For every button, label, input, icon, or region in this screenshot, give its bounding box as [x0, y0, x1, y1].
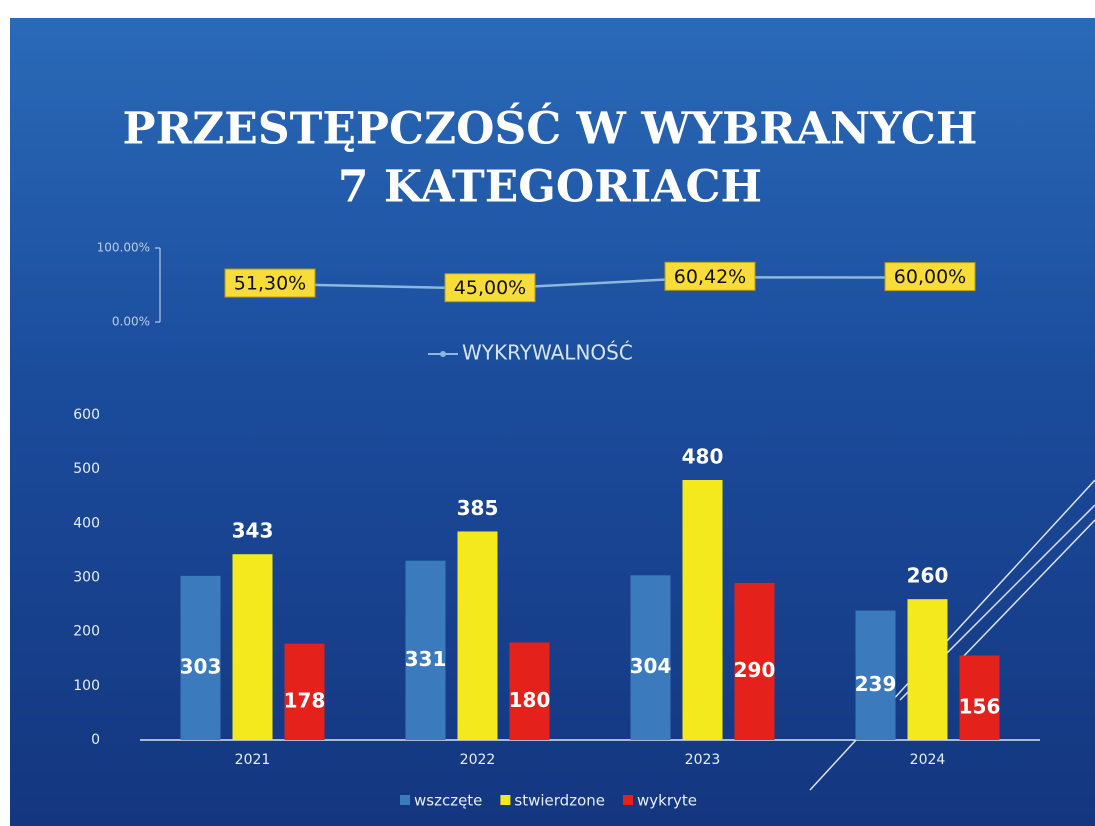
- title-line: 7 KATEGORIACH: [338, 162, 762, 213]
- line: [269, 276, 931, 290]
- bar: [907, 599, 948, 740]
- data-label: 290: [734, 658, 776, 682]
- data-label: 385: [457, 496, 499, 520]
- legend-label: wszczęte: [414, 792, 482, 810]
- bar: [457, 531, 498, 740]
- data-label-box: [884, 262, 976, 292]
- y-tick-label: 500: [73, 461, 100, 477]
- x-tick-label: 2023: [685, 752, 721, 768]
- bar: [682, 480, 723, 740]
- data-label: 178: [284, 688, 326, 712]
- data-label: 60,00%: [894, 266, 966, 288]
- data-label: 51,30%: [234, 273, 306, 295]
- y-tick-label: 200: [73, 624, 100, 640]
- bar: [509, 642, 550, 740]
- y-tick-label: 100: [73, 678, 100, 694]
- y-tick-label: 600: [73, 407, 100, 423]
- legend-swatch: [623, 795, 633, 805]
- bar: [959, 655, 1000, 740]
- bar: [855, 610, 896, 740]
- data-label: 343: [232, 519, 274, 543]
- bar: [284, 643, 325, 740]
- title-line: PRZESTĘPCZOŚĆ W WYBRANYCH: [123, 102, 978, 155]
- data-label: 156: [959, 694, 1001, 718]
- bar: [232, 554, 273, 740]
- legend-label: stwierdzone: [514, 792, 605, 810]
- y-tick-label: 100.00%: [97, 241, 150, 255]
- data-label-box: [444, 273, 536, 303]
- bar: [180, 575, 221, 740]
- legend-label: WYKRYWALNOŚĆ: [462, 341, 633, 365]
- data-label: 180: [509, 688, 551, 712]
- data-label: 239: [855, 672, 897, 696]
- x-tick-label: 2021: [235, 752, 271, 768]
- data-label-box: [664, 261, 756, 291]
- y-tick-label: 300: [73, 570, 100, 586]
- x-tick-label: 2022: [460, 752, 496, 768]
- legend-swatch: [400, 795, 410, 805]
- y-tick-label: 400: [73, 515, 100, 531]
- data-label: 304: [630, 654, 672, 678]
- data-label-box: [224, 268, 316, 298]
- bar: [405, 560, 446, 740]
- data-label: 331: [405, 647, 447, 671]
- legend-swatch: [440, 351, 446, 357]
- y-tick-label: 0.00%: [112, 315, 150, 329]
- legend-label: wykryte: [637, 792, 697, 810]
- bar: [630, 575, 671, 740]
- legend-swatch: [500, 795, 511, 805]
- data-label: 260: [907, 564, 949, 588]
- bar: [734, 582, 775, 740]
- data-label: 480: [682, 445, 724, 469]
- data-label: 60,42%: [674, 266, 746, 288]
- data-label: 45,00%: [454, 277, 526, 299]
- y-tick-label: 0: [91, 732, 100, 748]
- data-label: 303: [180, 654, 222, 678]
- x-tick-label: 2024: [910, 752, 946, 768]
